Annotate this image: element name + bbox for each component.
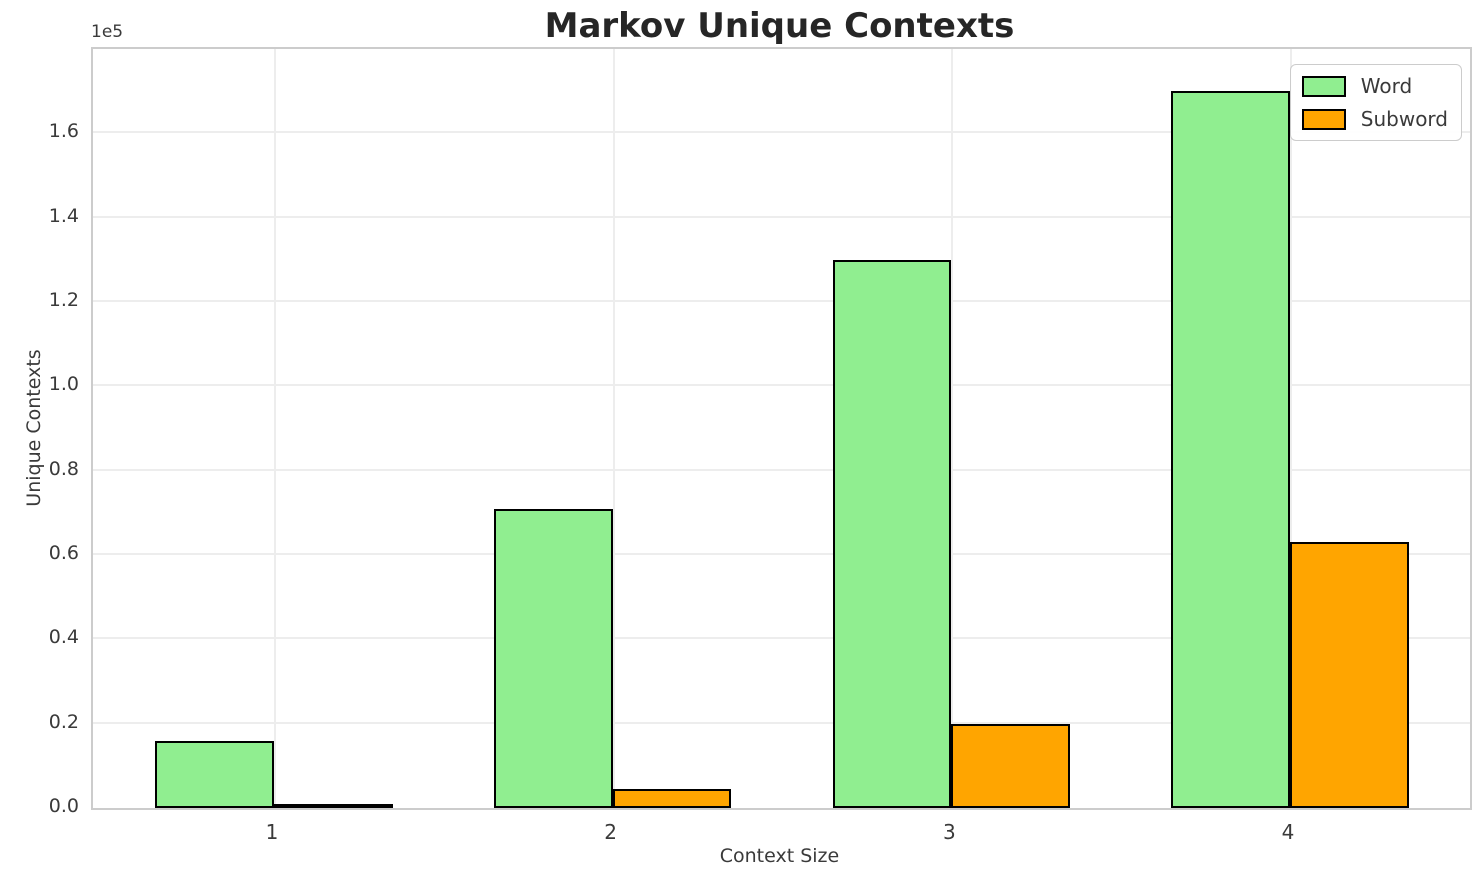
gridline-v: [612, 49, 615, 808]
y-tick-label: 0.8: [48, 457, 79, 480]
bar-subword-2: [612, 789, 732, 808]
y-tick-label: 1.4: [48, 204, 79, 227]
bar-word-1: [155, 740, 274, 808]
bar-word-2: [494, 508, 613, 808]
bar-subword-1: [274, 804, 393, 808]
bar-word-3: [832, 259, 952, 808]
y-axis-offset-text: 1e5: [91, 22, 124, 42]
y-tick-label: 0.2: [48, 710, 79, 733]
y-tick-label: 0.6: [48, 542, 79, 564]
y-tick-label: 1.6: [48, 120, 79, 143]
x-tick-label: 4: [1281, 820, 1295, 844]
bar-subword-3: [951, 723, 1070, 808]
x-axis-label: Context Size: [719, 845, 840, 867]
y-axis-label: Unique Contexts: [23, 349, 45, 507]
gridline-h: [93, 300, 1470, 302]
legend-label-word: Word: [1360, 74, 1413, 98]
gridline-h: [93, 721, 1470, 724]
gridline-h: [93, 468, 1470, 471]
bar-subword-4: [1290, 542, 1409, 808]
legend-item-subword: Subword: [1301, 107, 1448, 131]
y-tick-label: 1.2: [48, 289, 79, 311]
gridline-h: [93, 215, 1470, 218]
gridline-v: [951, 49, 954, 808]
word-series-swatch: [1301, 75, 1346, 97]
chart-title: Markov Unique Contexts: [544, 6, 1015, 46]
x-tick-label: 2: [604, 820, 618, 844]
y-tick-label: 0.0: [48, 795, 79, 817]
x-tick-label: 3: [942, 820, 956, 844]
subword-series-swatch: [1301, 108, 1346, 130]
gridline-h: [93, 384, 1470, 387]
gridline-h: [93, 637, 1470, 640]
gridline-h: [93, 131, 1470, 134]
legend-label-subword: Subword: [1360, 107, 1448, 131]
plot-area: Word Subword: [91, 47, 1472, 810]
y-tick-label: 1.0: [48, 373, 79, 396]
legend: Word Subword: [1289, 64, 1462, 141]
x-tick-label: 1: [265, 820, 279, 844]
gridline-v: [274, 49, 276, 808]
gridline-h: [93, 553, 1470, 555]
legend-item-word: Word: [1301, 74, 1448, 98]
y-tick-label: 0.4: [48, 626, 79, 649]
gridline-v: [1290, 49, 1292, 808]
bar-word-4: [1171, 91, 1290, 808]
